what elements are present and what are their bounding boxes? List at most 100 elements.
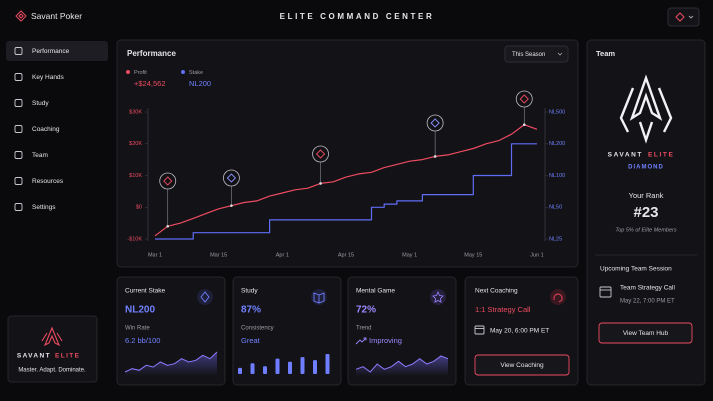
sidebar-card-logo <box>41 326 63 347</box>
view-team-hub-button[interactable]: View Team Hub <box>598 322 693 344</box>
marker-ring <box>426 114 444 132</box>
marker-icon <box>226 173 237 183</box>
event-marker <box>426 114 444 158</box>
legend-summary: NL200 <box>189 79 211 88</box>
session-title: Upcoming Team Session <box>600 266 672 273</box>
x-tick-label: May 15 <box>464 252 482 258</box>
profile-button[interactable] <box>667 7 700 27</box>
x-tick-label: Mar 1 <box>148 252 162 258</box>
team-logo <box>619 74 673 144</box>
marker-icon <box>430 118 440 128</box>
card-icon <box>553 293 563 303</box>
card-title: Study <box>241 288 258 295</box>
nav-icon <box>14 151 23 159</box>
marker-ring <box>159 172 177 190</box>
logo-base <box>638 121 654 144</box>
chevron <box>688 15 694 19</box>
card-detail-label: Win Rate <box>125 326 150 332</box>
sidebar-card: SAVANT ELITE Master. Adapt. Dominate. <box>7 315 98 383</box>
session-time: May 22, 7:00 PM ET <box>620 299 675 305</box>
sidebar-card-brand: SAVANT <box>17 353 51 360</box>
study-bar <box>250 363 255 374</box>
performance-panel-frame <box>116 39 579 268</box>
nav-label: Settings <box>32 204 56 211</box>
sparkline <box>355 355 449 373</box>
card-icon <box>432 290 444 303</box>
button-frame[interactable] <box>598 322 693 344</box>
button-label: View Team Hub <box>623 330 669 337</box>
page-title: ELITE COMMAND CENTER <box>280 12 435 21</box>
card-detail-value: 6.2 bb/100 <box>125 336 160 345</box>
nav-item[interactable]: Coaching <box>14 125 60 134</box>
study-bar <box>263 366 267 374</box>
sidebar: Performance Key Hands Study Coaching Team Res… <box>6 41 108 211</box>
marker-dot <box>319 182 322 185</box>
card-detail-label: Trend <box>356 326 371 332</box>
nav-item[interactable]: Performance <box>14 47 70 56</box>
x-tick-label: May 1 <box>402 252 417 258</box>
study-bar <box>313 360 317 374</box>
panel-title: Team <box>596 49 615 58</box>
nav-item[interactable]: Settings <box>14 203 56 212</box>
y2-tick-label: NL500 <box>549 109 565 115</box>
nav-item[interactable]: Team <box>14 151 48 160</box>
nav-icon <box>14 177 23 185</box>
marker-icon <box>163 176 173 186</box>
button-frame[interactable] <box>474 354 570 376</box>
y2-tick-label: NL50 <box>549 205 562 211</box>
study-bar <box>325 354 330 374</box>
period-dropdown-frame[interactable] <box>504 45 569 63</box>
marker-dot <box>433 155 437 158</box>
team-accent: ELITE <box>648 152 674 159</box>
team-panel-frame <box>586 39 706 386</box>
active-nav-highlight <box>6 41 108 61</box>
card-title: Current Stake <box>125 288 165 295</box>
profile-icon <box>675 12 685 22</box>
nav-label: Team <box>32 152 48 159</box>
sparkline <box>124 351 218 373</box>
panel-title: Performance <box>127 49 176 58</box>
team-brand: SAVANT <box>608 152 643 159</box>
y-tick-label: $10K <box>129 173 142 179</box>
card-frame <box>347 276 457 386</box>
sparkline-area <box>125 352 217 376</box>
y2-tick-label: NL25 <box>549 236 562 242</box>
card-detail-value: Improving <box>369 336 402 345</box>
nav-label: Coaching <box>32 126 60 133</box>
nav-icon <box>14 99 23 107</box>
period-dropdown[interactable]: This Season <box>504 45 569 63</box>
sidebar-card-tagline: Master. Adapt. Dominate. <box>18 368 86 374</box>
chevron <box>557 52 563 56</box>
nav-item[interactable]: Key Hands <box>14 73 65 82</box>
nav-icon <box>14 125 23 133</box>
event-marker <box>312 145 329 185</box>
x-tick-label: Mar 15 <box>210 252 227 258</box>
y-tick-label: -$10K <box>127 236 142 242</box>
nav-item[interactable]: Resources <box>14 177 64 186</box>
brand-logo <box>15 10 27 22</box>
nav-item[interactable]: Study <box>14 99 49 108</box>
y2-tick-label: NL200 <box>549 141 565 147</box>
stat-cards: Current Stake NL200 Win Rate 6.2 bb/100 … <box>116 276 579 386</box>
event-marker <box>222 169 240 207</box>
view-coaching-button[interactable]: View Coaching <box>474 354 570 376</box>
marker-dot <box>522 123 526 126</box>
study-bar <box>238 367 242 374</box>
period-label: This Season <box>512 52 545 58</box>
card-icon <box>313 292 325 304</box>
nav-label: Study <box>32 100 49 107</box>
study-bar <box>300 357 305 374</box>
legend-swatch <box>126 70 130 74</box>
x-tick-label: Apr 1 <box>276 252 289 258</box>
marker-icon <box>315 149 326 159</box>
coaching-time: May 20, 6:00 PM ET <box>490 328 549 335</box>
card-detail-label: Consistency <box>241 326 274 332</box>
study-bar <box>275 358 280 374</box>
card-value: 87% <box>241 305 261 316</box>
card-value: NL200 <box>125 305 155 316</box>
team-tier: DIAMOND <box>628 165 664 171</box>
marker-ring <box>222 169 240 187</box>
sidebar-card-frame <box>7 315 98 383</box>
stake-line <box>155 143 537 240</box>
